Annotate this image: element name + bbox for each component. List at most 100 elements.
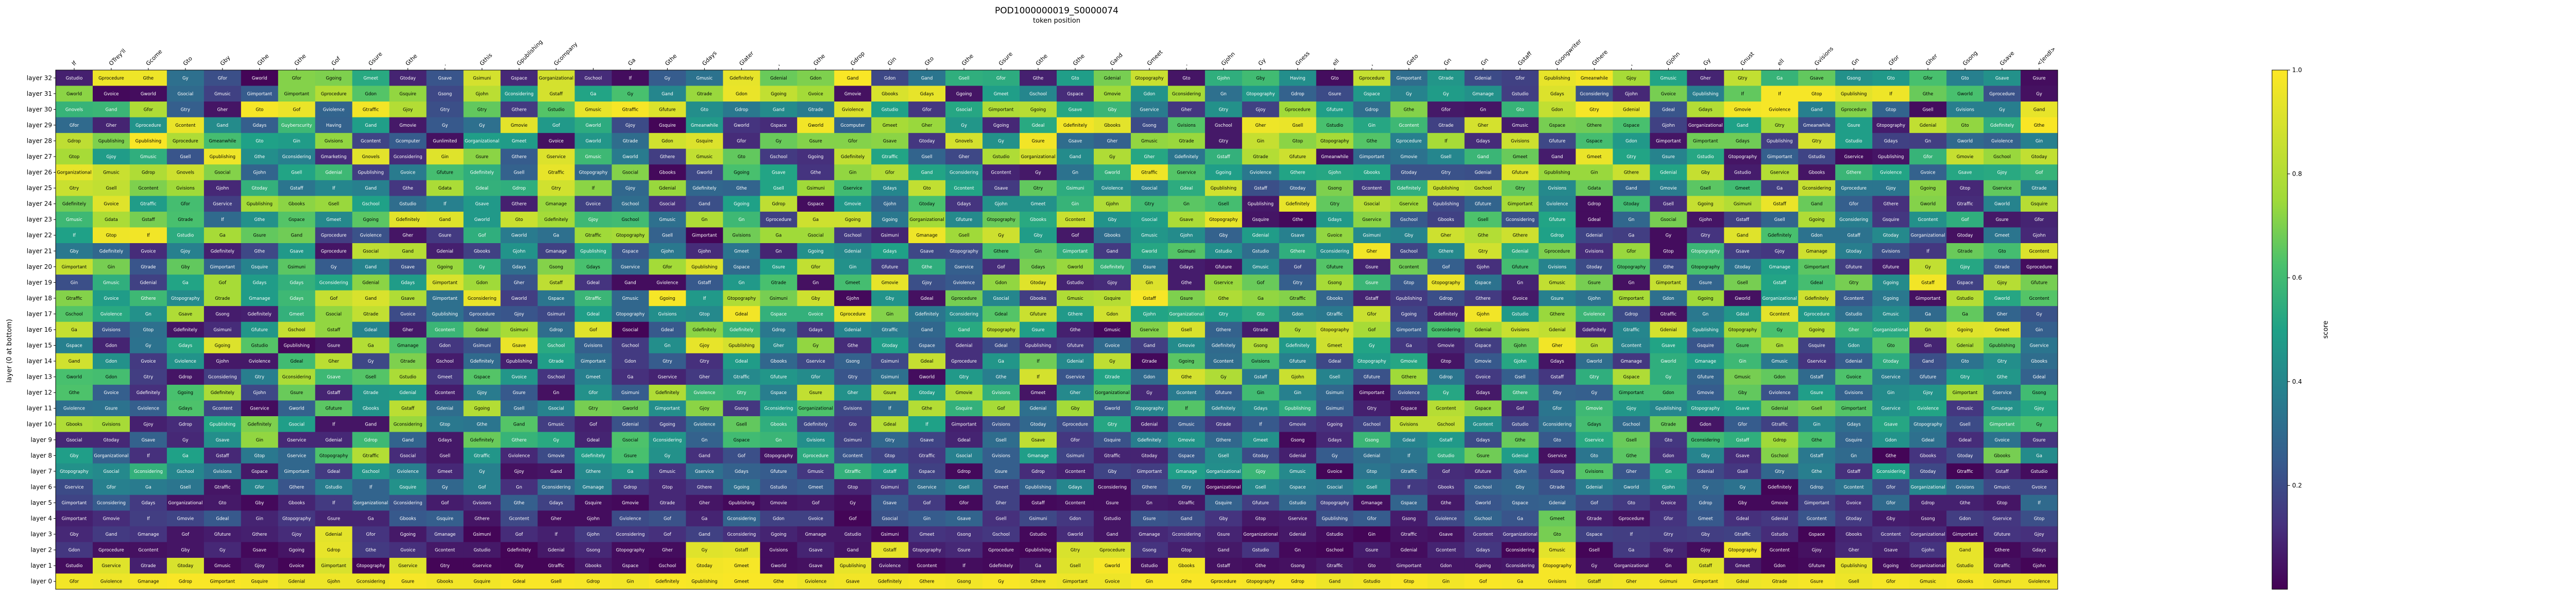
cell-label: Gorganizational (465, 139, 499, 144)
cell-label: Gtry (440, 107, 449, 112)
cell-label: Gtopography (1246, 92, 1275, 97)
heatmap-cell (1279, 321, 1317, 338)
heatmap-cell (1538, 86, 1576, 102)
cell-label: Gin (1887, 390, 1894, 396)
heatmap-cell (686, 494, 723, 511)
cell-label: Gjoy (1256, 469, 1265, 474)
cell-label: Gdon (476, 280, 488, 285)
heatmap-cell (834, 306, 872, 322)
cell-label: Gdrop (1291, 92, 1304, 97)
heatmap-cell (1687, 243, 1724, 259)
heatmap-cell (129, 275, 167, 291)
heatmap-cell (241, 148, 279, 165)
heatmap-cell (1798, 211, 1836, 228)
cell-label: Gin (441, 155, 448, 160)
heatmap-cell (1761, 306, 1799, 322)
cell-label: Gtrade (1105, 375, 1120, 380)
cell-label: Gstudio (844, 532, 861, 537)
cell-label: Ga (1776, 186, 1783, 191)
heatmap-cell (1538, 337, 1576, 354)
cell-label: Gmeanwhile (1803, 123, 1831, 128)
cell-label: If (1037, 375, 1040, 380)
colorbar-tick-label: 0.2 (2292, 482, 2302, 489)
heatmap-cell (1167, 227, 1206, 244)
heatmap-cell (760, 432, 798, 448)
cell-label: Gof (849, 517, 857, 522)
cell-label: Gvisions (806, 438, 825, 443)
heatmap-cell (315, 369, 353, 385)
cell-label: Gin (2036, 139, 2043, 144)
cell-label: Gsave (475, 202, 488, 207)
cell-label: Gsimuni (473, 76, 491, 81)
heatmap-cell (1316, 321, 1354, 338)
cell-label: Gin (293, 139, 300, 144)
cell-label: Gher (217, 107, 228, 112)
heatmap-cell (1761, 211, 1799, 228)
cell-label: Gmovie (1178, 344, 1195, 349)
heatmap-cell (463, 494, 501, 511)
heatmap-cell (1984, 148, 2021, 165)
cell-label: Gviolence (656, 280, 678, 285)
heatmap-cell (1761, 148, 1799, 165)
cell-label: Gtoday (1920, 469, 1936, 474)
cell-label: Gdon (1848, 344, 1860, 349)
cell-label: Gsocial (289, 422, 304, 427)
cell-label: Ggoing (1179, 359, 1194, 364)
cell-label: Gsave (1884, 422, 1897, 427)
heatmap-cell (760, 117, 798, 133)
cell-label: Gvisions (1511, 328, 1530, 333)
cell-label: Gservice (695, 469, 714, 474)
x-tick-label: <|endl> (2036, 45, 2057, 67)
cell-label: Gtry (1589, 375, 1599, 380)
cell-label: Gby (1553, 390, 1562, 396)
cell-label: Gdenial (1289, 532, 1306, 537)
cell-label: Gmeet (1735, 564, 1750, 569)
heatmap-cell (389, 321, 427, 338)
heatmap-cell (1872, 227, 1910, 244)
heatmap-cell (352, 101, 390, 118)
cell-label: Gn (738, 217, 744, 223)
cell-label: Gorganizational (1762, 296, 1797, 301)
heatmap-cell (426, 227, 464, 244)
cell-label: Gtrade (2031, 186, 2046, 191)
heatmap-cell (1835, 306, 1873, 322)
cell-label: Gdenial (1475, 170, 1492, 176)
cell-label: Gdenial (1697, 469, 1714, 474)
cell-label: Gmeet (1327, 344, 1342, 349)
heatmap-cell (686, 321, 723, 338)
heatmap-cell (426, 384, 464, 401)
cell-label: Gstudio (473, 548, 490, 553)
heatmap-cell (2021, 337, 2058, 354)
cell-label: Gtopography (616, 312, 645, 317)
cell-label: Gtraffic (882, 155, 898, 160)
cell-label: Gto (218, 501, 226, 506)
heatmap-cell (1093, 275, 1131, 291)
heatmap-cell (1946, 148, 1984, 165)
x-tick-label: Gy (1257, 57, 1267, 67)
cell-label: Gmeet (363, 76, 378, 81)
cell-label: Gviolence (619, 517, 641, 522)
heatmap-cell (982, 494, 1020, 511)
heatmap-cell (166, 196, 205, 212)
heatmap-cell (1353, 164, 1391, 181)
heatmap-cell (1427, 384, 1465, 401)
heatmap-cell (1909, 259, 1947, 275)
heatmap-cell (1613, 86, 1650, 102)
cell-label: Gsell (773, 186, 784, 191)
heatmap-cell (1316, 384, 1354, 401)
heatmap-cell (1279, 243, 1317, 259)
cell-label: Gfuture (770, 469, 787, 474)
cell-label: Gof (1479, 579, 1487, 585)
heatmap-cell (463, 117, 501, 133)
cell-label: Gdeal (513, 579, 526, 585)
cell-label: Gbooks (363, 406, 379, 412)
heatmap-cell (1575, 290, 1613, 306)
heatmap-cell (1687, 384, 1724, 401)
cell-label: Gsong (1328, 186, 1342, 191)
heatmap-cell (1687, 290, 1724, 306)
cell-label: Gsocial (808, 233, 824, 238)
heatmap-cell (1909, 148, 1947, 165)
heatmap-cell (315, 463, 353, 480)
heatmap-cell (500, 180, 538, 196)
